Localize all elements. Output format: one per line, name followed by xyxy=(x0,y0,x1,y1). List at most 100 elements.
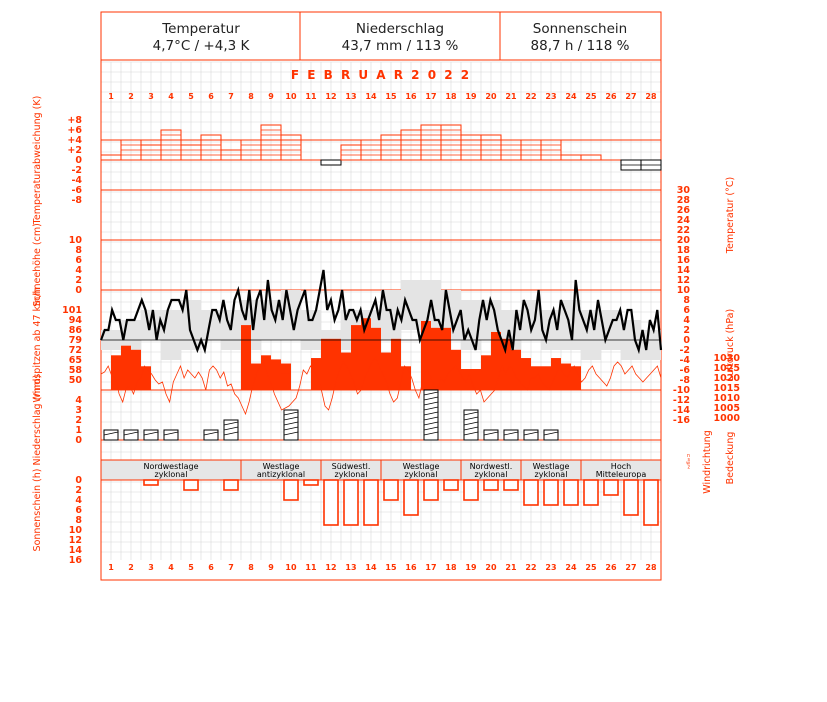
weather-type-label: zyklonal xyxy=(475,470,508,479)
wind-tick-label: 86 xyxy=(69,325,83,336)
precipitation-bar xyxy=(203,429,219,441)
temperature-value: 4,7°C / +4,3 K xyxy=(152,38,250,54)
anomaly-tick-label: -2 xyxy=(71,165,82,176)
sunshine-bar xyxy=(543,479,559,506)
sunshine-bar xyxy=(643,479,659,526)
day-label-bottom: 22 xyxy=(525,563,536,572)
temp-tick-label: -6 xyxy=(679,365,690,376)
precipitation-hatch xyxy=(463,426,479,431)
wind-gust-bar xyxy=(511,349,521,390)
wind-gust-bar xyxy=(281,373,291,390)
sunshine-bar xyxy=(483,479,499,491)
sunshine-label: Sonnenschein xyxy=(532,21,628,37)
sunshine-bar xyxy=(183,479,199,491)
wind-gust-bar xyxy=(381,352,391,390)
anomaly-bar xyxy=(280,134,302,161)
day-label-bottom: 6 xyxy=(208,563,214,572)
labels: F E B R U A R 2 0 2 21122334455667788991… xyxy=(32,68,740,572)
weather-type-label: Westlage xyxy=(403,462,440,471)
temp-tick-label: -8 xyxy=(679,375,690,386)
precipitation-hatch xyxy=(423,406,439,411)
precipitation-hatch xyxy=(283,421,299,426)
temp-tick-label: 30 xyxy=(677,185,691,196)
temp-tick-label: 10 xyxy=(677,285,691,296)
day-label-bottom: 14 xyxy=(365,563,377,572)
precipitation-hatch xyxy=(223,431,239,436)
wind-gust-bar xyxy=(531,366,541,390)
temp-tick-label: 26 xyxy=(677,205,691,216)
temp-tick-label: 4 xyxy=(683,315,690,326)
wind-gust-bar xyxy=(501,338,511,390)
anomaly-tick-label: -6 xyxy=(71,185,82,196)
day-label-bottom: 21 xyxy=(505,563,517,572)
weather-type-label: Nordwestlage xyxy=(144,462,199,471)
day-label-top: 23 xyxy=(545,92,556,101)
day-label-bottom: 5 xyxy=(188,563,194,572)
day-label-bottom: 12 xyxy=(325,563,336,572)
day-label-top: 28 xyxy=(645,92,657,101)
weather-type-label: Mitteleuropa xyxy=(596,470,647,479)
wind-gust-bar xyxy=(491,331,501,390)
sun-tick-label: 0 xyxy=(75,475,82,486)
day-label-bottom: 8 xyxy=(248,563,254,572)
header-sunshine: Sonnenschein 88,7 h / 118 % xyxy=(500,13,660,59)
day-label-bottom: 2 xyxy=(128,563,134,572)
sunshine-bar xyxy=(563,479,579,506)
temp-tick-label: -4 xyxy=(679,355,690,366)
day-label-top: 15 xyxy=(385,92,397,101)
precipitation-hatch xyxy=(103,431,119,436)
pressure-axis-label: Luftdruck (hPa) xyxy=(725,309,736,381)
day-label-top: 7 xyxy=(228,92,234,101)
wind-gust-bar xyxy=(261,355,271,390)
anomaly-tick-label: +2 xyxy=(67,145,82,156)
precipitation-hatch xyxy=(283,411,299,416)
wind-gust-bar xyxy=(131,349,141,390)
precip-axis-label: Niederschlag (mm) xyxy=(32,375,43,466)
precipitation-bar xyxy=(543,429,559,441)
day-label-bottom: 16 xyxy=(405,563,417,572)
sun-tick-label: 14 xyxy=(69,545,83,556)
winddir-axis-label: Windrichtung xyxy=(702,430,713,493)
wind-gust-bar xyxy=(271,359,281,390)
precip-tick-label: 0 xyxy=(75,435,82,446)
wind-gust-bar xyxy=(391,338,401,390)
sunshine-bar xyxy=(363,479,379,526)
anomaly-tick-label: -8 xyxy=(71,195,82,206)
anomaly-bar xyxy=(580,154,602,161)
day-label-top: 24 xyxy=(565,92,577,101)
precipitation-bar xyxy=(123,429,139,441)
day-label-bottom: 11 xyxy=(305,563,317,572)
precip-tick-label: 3 xyxy=(75,405,82,416)
weather-type-label: antizyklonal xyxy=(257,470,305,479)
precipitation-hatch xyxy=(283,431,299,436)
anomaly-axis-label: Temperaturabweichung (K) xyxy=(32,96,43,226)
wind-gust-bar xyxy=(431,327,441,390)
precipitation-hatch xyxy=(463,421,479,426)
day-label-bottom: 19 xyxy=(465,563,477,572)
precipitation-hatch xyxy=(463,411,479,416)
wind-gust-bar xyxy=(481,355,491,390)
sunshine-bar xyxy=(143,479,159,486)
temp-tick-label: 0 xyxy=(683,335,690,346)
pressure-tick-label: 1030 xyxy=(714,353,741,364)
day-label-bottom: 3 xyxy=(148,563,154,572)
weather-type-label: Nordwestl. xyxy=(470,462,513,471)
sun-tick-label: 4 xyxy=(75,495,82,506)
sunshine-bar xyxy=(383,479,399,501)
pressure-tick-label: 1025 xyxy=(714,363,740,374)
day-label-bottom: 23 xyxy=(545,563,556,572)
wind-gust-bar xyxy=(331,338,341,390)
precipitation-hatch xyxy=(463,416,479,421)
day-label-top: 12 xyxy=(325,92,336,101)
temp-tick-label: -12 xyxy=(673,395,690,406)
sunshine-bar xyxy=(303,479,319,486)
precipitation-hatch xyxy=(503,431,519,436)
sun-tick-label: 10 xyxy=(69,525,83,536)
weather-type-label: Südwestl. xyxy=(332,462,371,471)
weather-type-box xyxy=(580,459,662,481)
sunshine-bar xyxy=(423,479,439,501)
precipitation-hatch xyxy=(223,421,239,426)
precipitation-hatch xyxy=(423,411,439,416)
snow-axis-label: Schneehöhe (cm) xyxy=(32,223,43,307)
